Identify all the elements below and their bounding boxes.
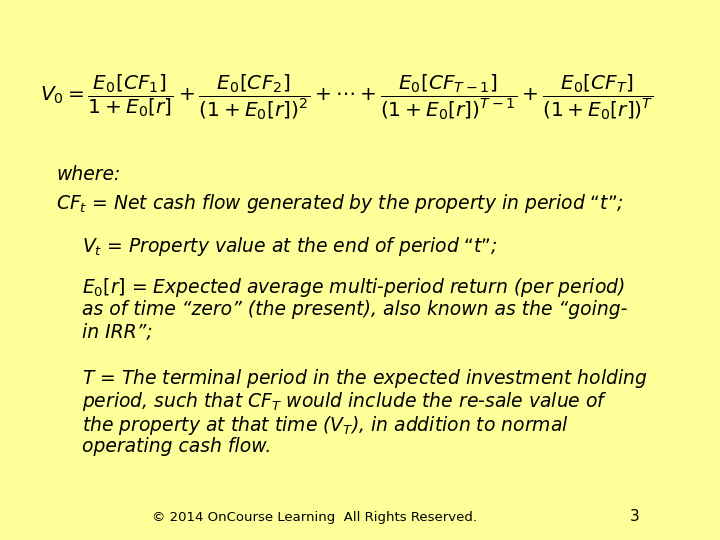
- Text: the property at that time ($V_T$), in addition to normal: the property at that time ($V_T$), in ad…: [82, 414, 569, 437]
- Text: as of time “zero” (the present), also known as the “going-: as of time “zero” (the present), also kn…: [82, 300, 627, 319]
- Text: $T$ = The terminal period in the expected investment holding: $T$ = The terminal period in the expecte…: [82, 367, 647, 390]
- Text: period, such that $CF_T$ would include the re-sale value of: period, such that $CF_T$ would include t…: [82, 390, 608, 414]
- Text: $V_t$ = Property value at the end of period “t”;: $V_t$ = Property value at the end of per…: [82, 235, 498, 258]
- Text: operating cash flow.: operating cash flow.: [82, 437, 271, 456]
- Text: $V_0 = \dfrac{E_0[CF_1]}{1+E_0[r]} + \dfrac{E_0[CF_2]}{(1+E_0[r])^2} + \cdots + : $V_0 = \dfrac{E_0[CF_1]}{1+E_0[r]} + \df…: [40, 73, 653, 122]
- Text: in IRR”;: in IRR”;: [82, 323, 153, 342]
- Text: 3: 3: [629, 509, 639, 524]
- Text: © 2014 OnCourse Learning  All Rights Reserved.: © 2014 OnCourse Learning All Rights Rese…: [152, 511, 477, 524]
- Text: $CF_t$ = Net cash flow generated by the property in period “t”;: $CF_t$ = Net cash flow generated by the …: [56, 192, 624, 215]
- Text: $E_0[r]$ = Expected average multi-period return (per period): $E_0[r]$ = Expected average multi-period…: [82, 276, 625, 300]
- Text: where:: where:: [56, 165, 121, 184]
